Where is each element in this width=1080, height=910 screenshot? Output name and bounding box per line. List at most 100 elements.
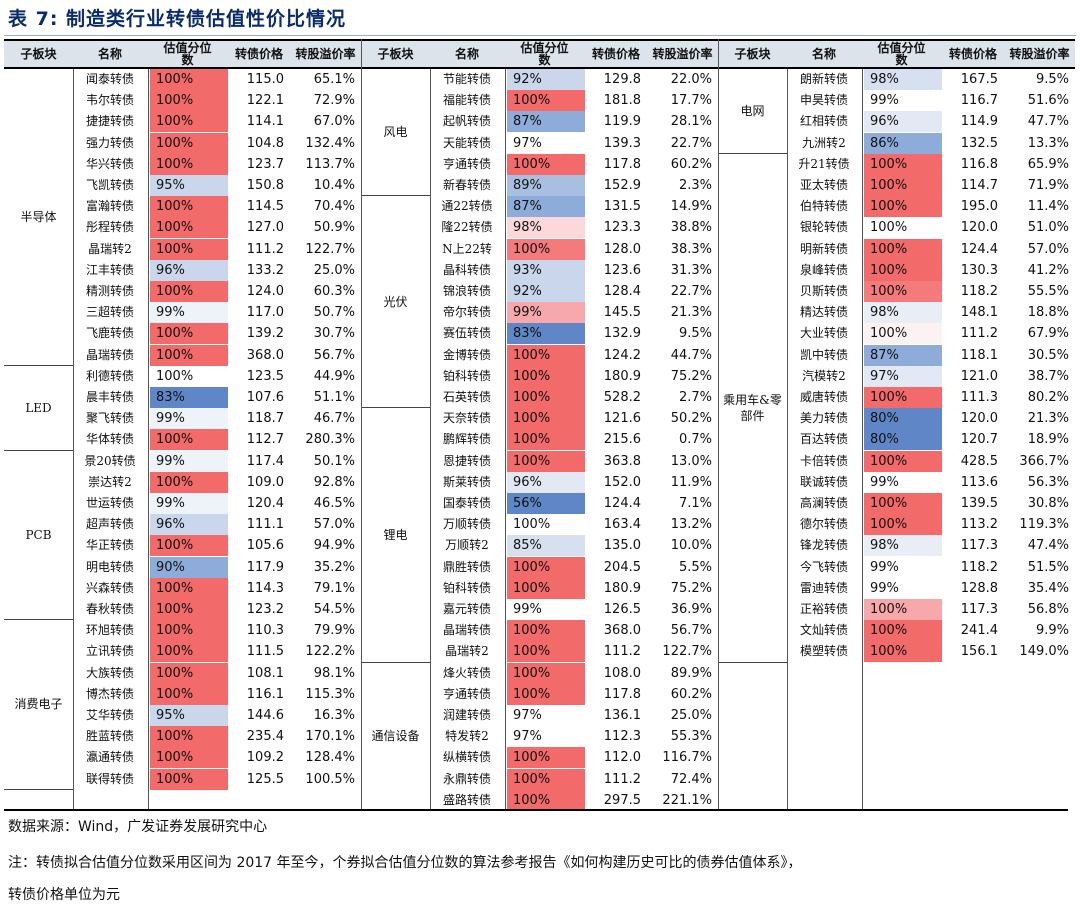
bond-name: 正裕转债 [799, 602, 848, 616]
conversion-premium: 2.7% [678, 390, 712, 405]
valuation-quantile: 100% [507, 153, 585, 175]
valuation-quantile: 100% [150, 153, 228, 175]
bond-price: 204.5 [603, 559, 641, 575]
bond-name: 申昊转债 [799, 93, 848, 108]
conversion-premium: 60.2% [670, 686, 712, 702]
bond-price: 109.2 [246, 750, 284, 766]
bond-name: 红相转债 [799, 114, 848, 129]
conversion-premium: 51.5% [1027, 559, 1069, 575]
bond-price: 111.5 [246, 644, 284, 660]
bond-price: 130.3 [960, 262, 998, 278]
bond-price: 124.0 [246, 284, 284, 299]
bond-price: 108.0 [603, 665, 641, 681]
bond-price: 128.0 [603, 241, 641, 257]
conversion-premium: 9.5% [678, 326, 712, 342]
bond-price: 180.9 [603, 580, 641, 596]
bond-name: 富瀚转债 [85, 199, 134, 214]
valuation-quantile: 100% [864, 387, 942, 408]
bond-price: 111.2 [603, 644, 641, 660]
conversion-premium: 11.4% [1027, 199, 1069, 215]
bond-name: 隆22转债 [441, 220, 493, 235]
bond-name: 江丰转债 [85, 262, 134, 277]
conversion-premium: 115.3% [305, 686, 355, 702]
bond-price: 112.0 [603, 750, 641, 766]
valuation-quantile: 95% [150, 705, 228, 726]
bond-name: 晶瑞转2 [445, 644, 489, 659]
bond-price: 104.8 [246, 135, 284, 151]
bond-name: 润建转债 [442, 708, 491, 722]
valuation-quantile: 100% [150, 471, 228, 493]
bond-price: 111.2 [603, 771, 641, 787]
bond-price: 156.1 [960, 644, 998, 660]
conversion-premium: 56.7% [313, 347, 355, 363]
valuation-quantile: 100% [507, 238, 585, 260]
bond-name: 环旭转债 [85, 623, 134, 638]
conversion-premium: 47.4% [1027, 538, 1069, 554]
conversion-premium: 22.7% [670, 135, 712, 151]
bond-name: 强力转债 [85, 135, 134, 150]
bond-price: 117.0 [246, 305, 284, 321]
valuation-quantile: 83% [150, 387, 228, 408]
bond-name: 万顺转2 [445, 538, 489, 553]
conversion-premium: 35.2% [313, 559, 355, 575]
bond-price: 115.0 [246, 72, 284, 87]
bond-price: 144.6 [246, 708, 284, 723]
conversion-premium: 28.1% [670, 114, 712, 130]
name-divider [505, 69, 506, 809]
bond-name: 烽火转债 [442, 665, 491, 680]
conversion-premium: 36.9% [670, 602, 712, 617]
bond-name: 恩捷转债 [442, 453, 491, 468]
valuation-quantile: 87% [864, 344, 942, 366]
bond-price: 105.6 [246, 538, 284, 554]
conversion-premium: 10.0% [670, 538, 712, 554]
valuation-quantile: 99% [507, 302, 585, 324]
valuation-quantile: 80% [864, 429, 942, 451]
valuation-quantile: 100% [150, 323, 228, 345]
sector-label: 半导体 [4, 69, 73, 366]
valuation-quantile: 56% [507, 493, 585, 514]
conversion-premium: 16.3% [313, 708, 355, 723]
conversion-premium: 30.5% [1027, 347, 1069, 363]
conversion-premium: 2.3% [678, 178, 712, 193]
valuation-quantile: 98% [864, 535, 942, 557]
bond-price: 118.2 [960, 284, 998, 299]
bond-name: 明新转债 [799, 241, 848, 256]
conversion-premium: 18.9% [1027, 432, 1069, 448]
valuation-quantile: 100% [864, 175, 942, 196]
valuation-quantile: 83% [507, 323, 585, 345]
valuation-quantile: 100% [150, 217, 228, 239]
bond-name: 新春转债 [442, 178, 491, 192]
valuation-quantile: 100% [864, 281, 942, 302]
conversion-premium: 221.1% [662, 792, 712, 808]
bond-price: 123.6 [603, 262, 641, 278]
valuation-quantile: 92% [507, 281, 585, 302]
sector-divider [787, 69, 788, 809]
valuation-quantile: 100% [150, 683, 228, 705]
valuation-quantile: 100% [864, 238, 942, 260]
conversion-premium: 98.1% [313, 665, 355, 681]
bond-price: 110.3 [246, 623, 284, 639]
bond-price: 123.5 [246, 368, 284, 384]
valuation-quantile: 85% [507, 535, 585, 557]
conversion-premium: 11.9% [670, 474, 712, 490]
conversion-premium: 113.7% [305, 156, 355, 172]
conversion-premium: 51.6% [1027, 93, 1069, 109]
bond-name: 威唐转债 [799, 390, 848, 404]
bond-price: 124.2 [603, 347, 641, 363]
bond-price: 118.1 [960, 347, 998, 363]
bond-price: 116.1 [246, 686, 284, 702]
bond-price: 368.0 [603, 623, 641, 639]
valuation-quantile: 98% [507, 217, 585, 239]
bond-price: 120.4 [246, 496, 284, 511]
valuation-quantile: 87% [507, 111, 585, 133]
valuation-quantile: 100% [507, 577, 585, 599]
conversion-premium: 56.8% [1027, 602, 1069, 617]
conversion-premium: 280.3% [305, 432, 355, 448]
bond-price: 123.2 [246, 602, 284, 617]
header-name: 名称 [811, 47, 836, 61]
bond-price: 112.7 [246, 432, 284, 448]
conversion-premium: 119.3% [1019, 517, 1069, 533]
valuation-quantile: 100% [864, 217, 942, 239]
bond-name: 今飞转债 [799, 559, 848, 574]
bond-name: 锋龙转债 [799, 538, 848, 553]
